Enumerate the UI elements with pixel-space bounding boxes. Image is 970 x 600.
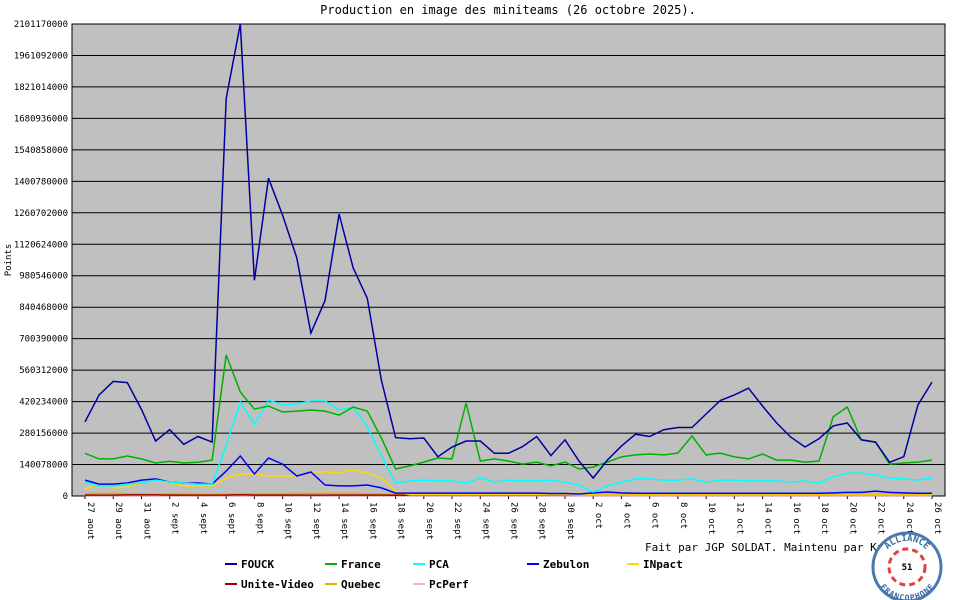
x-tick-label: 6 sept: [226, 502, 236, 535]
series-line: [84, 469, 932, 496]
x-tick-label: 16 sept: [367, 502, 377, 540]
x-tick-label: 27 aout: [85, 502, 95, 540]
y-tick-label: 1260702000: [14, 209, 68, 219]
x-tick-label: 4 oct: [621, 502, 631, 529]
footer: Fait par JGP SOLDAT. Maintenu par Kana-c…: [645, 541, 936, 554]
x-tick-label: 20 sept: [424, 502, 434, 540]
x-tick-label: 6 oct: [650, 502, 660, 529]
x-tick-label: 8 oct: [678, 502, 688, 529]
x-tick-label: 22 sept: [452, 502, 462, 540]
legend-label: FOUCK: [241, 558, 274, 571]
legend-label: Zebulon: [543, 558, 589, 571]
x-tick-label: 22 oct: [876, 502, 886, 535]
y-tick-label: 280156000: [19, 429, 68, 439]
x-tick-label: 18 oct: [819, 502, 829, 535]
chart-title: Production en image des miniteams (26 oc…: [320, 3, 696, 17]
logo: ALLIANCE FRANCOPHONE 51: [871, 531, 943, 600]
x-tick-label: 4 sept: [198, 502, 208, 535]
x-tick-label: 20 oct: [847, 502, 857, 535]
logo-ring: [871, 531, 943, 600]
x-tick-label: 16 oct: [791, 502, 801, 535]
y-tick-label: 1400780000: [14, 177, 68, 187]
x-tick-label: 24 oct: [904, 502, 914, 535]
x-tick-label: 2 sept: [170, 502, 180, 535]
y-tick-label: 840468000: [19, 303, 68, 313]
legend-label: PCA: [429, 558, 449, 571]
legend-label: INpact: [643, 558, 683, 571]
y-tick-label: 2101170000: [14, 20, 68, 30]
x-tick-label: 24 sept: [480, 502, 490, 540]
x-tick-label: 26 sept: [509, 502, 519, 540]
legend-label: Unite-Video: [241, 578, 314, 591]
x-tick-label: 14 oct: [763, 502, 773, 535]
y-tick-label: 420234000: [19, 398, 68, 408]
logo-inner: [887, 547, 927, 587]
y-tick-label: 560312000: [19, 366, 68, 376]
series-line: [84, 399, 933, 493]
x-tick-label: 2 oct: [593, 502, 603, 529]
x-tick-label: 14 sept: [339, 502, 349, 540]
y-tick-label: 1120624000: [14, 240, 68, 250]
x-tick-label: 29 aout: [113, 502, 123, 540]
x-tick-label: 12 oct: [734, 502, 744, 535]
y-tick-label: 700390000: [19, 335, 68, 345]
legend-label: Quebec: [341, 578, 381, 591]
x-tick-label: 31 aout: [141, 502, 151, 540]
legend-label: France: [341, 558, 381, 571]
x-tick-label: 10 oct: [706, 502, 716, 535]
x-tick-label: 30 sept: [565, 502, 575, 540]
x-tick-label: 10 sept: [283, 502, 293, 540]
x-tick-label: 18 sept: [396, 502, 406, 540]
y-axis-label: Points: [4, 244, 14, 277]
y-tick-label: 1821014000: [14, 83, 68, 93]
legend-label: PcPerf: [429, 578, 469, 591]
y-tick-label: 1540858000: [14, 146, 68, 156]
logo-center: 51: [902, 563, 913, 573]
y-tick-label: 140078000: [19, 461, 68, 471]
series-line: [84, 354, 933, 470]
y-tick-label: 1961092000: [14, 51, 68, 61]
x-tick-label: 26 oct: [932, 502, 942, 535]
x-tick-label: 12 sept: [311, 502, 321, 540]
x-tick-label: 28 sept: [537, 502, 547, 540]
y-tick-label: 1680936000: [14, 114, 68, 124]
x-tick-label: 8 sept: [254, 502, 264, 535]
logo-top-text: ALLIANCE: [883, 534, 931, 552]
y-tick-label: 980546000: [19, 272, 68, 282]
series-line: [84, 454, 932, 495]
series-line: [84, 23, 933, 480]
y-tick-label: 0: [63, 492, 68, 502]
plot-area: [72, 24, 945, 496]
logo-top: ALLIANCE: [883, 534, 931, 552]
